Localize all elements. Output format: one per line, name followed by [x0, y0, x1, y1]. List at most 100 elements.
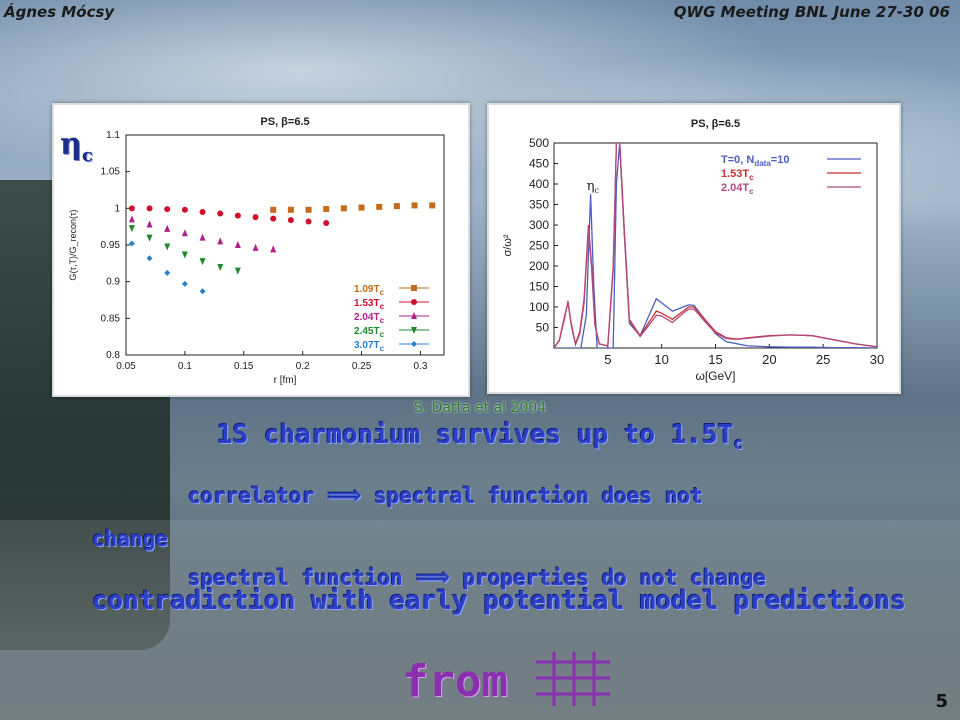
bullet-correlator: correlator ⟹ spectral function does not: [188, 481, 703, 509]
bullet-spectral: spectral function ⟹ properties do not ch…: [188, 563, 766, 591]
legend-entry: 1.53Tc: [354, 298, 385, 311]
data-point: [146, 220, 153, 228]
chart-title: PS, β=6.5: [260, 116, 309, 128]
data-point: [199, 258, 206, 266]
series-line: [554, 143, 877, 348]
legend-marker: [411, 312, 417, 319]
data-point: [181, 206, 188, 213]
legend-entry: 1.53Tc: [721, 168, 754, 182]
y-tick-label: 0.8: [106, 350, 120, 361]
data-point: [181, 280, 188, 287]
surf-foam: [0, 520, 960, 720]
author-name: Ágnes Mócsy: [4, 3, 115, 21]
data-point: [199, 288, 206, 295]
event-name: QWG Meeting BNL June 27-30 06: [673, 3, 950, 21]
data-point: [270, 206, 277, 213]
data-point: [128, 225, 135, 233]
data-point: [411, 202, 418, 209]
data-point: [393, 203, 400, 210]
x-axis-label: ω[GeV]: [695, 369, 735, 383]
y-tick-label: 300: [529, 218, 549, 232]
y-tick-label: 350: [529, 198, 549, 212]
data-point: [199, 233, 206, 241]
data-point: [323, 206, 330, 213]
legend-marker: [411, 341, 417, 347]
implies-arrow-icon: ⟹: [415, 563, 450, 591]
data-point: [181, 251, 188, 259]
x-tick-label: 0.3: [413, 361, 427, 372]
data-point: [305, 218, 312, 225]
bullet-correlator-wrap: change: [92, 527, 168, 551]
data-point: [323, 220, 330, 226]
x-tick-label: 15: [708, 352, 722, 367]
data-point: [128, 240, 135, 247]
legend-marker: [411, 327, 417, 334]
x-axis-label: r [fm]: [274, 375, 297, 386]
legend-entry: T=0, Ndata=10: [721, 154, 789, 168]
headline: 1S charmonium survives up to 1.5Tc: [0, 420, 960, 453]
data-point: [270, 245, 277, 253]
data-point: [164, 269, 171, 276]
data-point: [128, 215, 135, 223]
bullet2-lhs: spectral function: [188, 566, 403, 590]
y-tick-label: 250: [529, 239, 549, 253]
x-tick-label: 0.1: [178, 361, 192, 372]
x-tick-label: 5: [604, 352, 611, 367]
y-tick-label: 100: [529, 300, 549, 314]
x-tick-label: 30: [870, 352, 884, 367]
y-tick-label: 150: [529, 280, 549, 294]
y-tick-label: 1.1: [106, 130, 120, 141]
x-tick-label: 0.25: [352, 361, 372, 372]
y-tick-label: 0.85: [101, 313, 121, 324]
legend-entry: 2.45Tc: [354, 326, 385, 339]
y-tick-label: 450: [529, 157, 549, 171]
chart-title: PS, β=6.5: [691, 118, 740, 130]
data-point: [164, 243, 171, 251]
data-point: [340, 205, 347, 212]
lattice-grid-icon: [536, 652, 610, 706]
headline-text: 1S charmonium survives up to 1.5T: [216, 420, 734, 450]
data-point: [234, 267, 241, 275]
data-point: [181, 229, 188, 237]
bullet1-lhs: correlator: [188, 484, 315, 508]
implies-arrow-icon: ⟹: [327, 481, 362, 509]
x-tick-label: 20: [762, 352, 776, 367]
eta-c-sub: c: [81, 145, 93, 166]
data-point: [199, 209, 206, 215]
y-tick-label: 400: [529, 177, 549, 191]
citation: S. Datta et al 2004: [413, 400, 547, 416]
correlator-ratio-chart: PS, β=6.5 0.05 0.1 0.15 0.2 0.25 0.3 0.8 0.85 0.9…: [52, 103, 470, 397]
legend-entry: 2.04Tc: [354, 312, 385, 325]
y-tick-label: 50: [536, 321, 550, 335]
data-point: [252, 214, 259, 221]
y-axis-label: G(τ,T)/G_recon(τ): [68, 209, 78, 280]
series-line: [554, 143, 877, 348]
data-point: [164, 206, 171, 213]
y-tick-label: 1.05: [101, 167, 121, 178]
y-tick-label: 0.95: [101, 240, 121, 251]
y-tick-label: 200: [529, 259, 549, 273]
data-point: [146, 255, 153, 262]
data-point: [164, 224, 171, 232]
data-point: [217, 237, 224, 245]
data-point: [287, 206, 294, 213]
contradiction-statement: contradiction with early potential model…: [92, 586, 906, 616]
data-point: [429, 202, 436, 209]
spectral-function-chart: PS, β=6.5 5 10 15 20 25 30 50 100 150 200 250 300 350…: [487, 103, 901, 394]
plot-frame: [553, 142, 878, 349]
x-tick-label: 10: [654, 352, 668, 367]
eta-c-annotation: ηc: [587, 179, 600, 195]
data-point: [234, 241, 241, 248]
x-tick-label: 0.15: [234, 361, 254, 372]
y-tick-label: 0.9: [106, 277, 120, 288]
data-point: [128, 205, 135, 212]
bullet1-rhs: spectral function does not: [374, 484, 703, 508]
data-point: [217, 264, 224, 271]
legend-entry: 3.07Tc: [354, 340, 385, 353]
x-tick-label: 25: [816, 352, 830, 367]
y-tick-label: 1: [114, 203, 120, 214]
x-tick-label: 0.2: [296, 361, 310, 372]
data-point: [234, 212, 241, 219]
correlator-ratio-svg: PS, β=6.5 0.05 0.1 0.15 0.2 0.25 0.3 0.8 0.85 0.9…: [68, 116, 445, 386]
legend-entry: 2.04Tc: [721, 182, 754, 196]
